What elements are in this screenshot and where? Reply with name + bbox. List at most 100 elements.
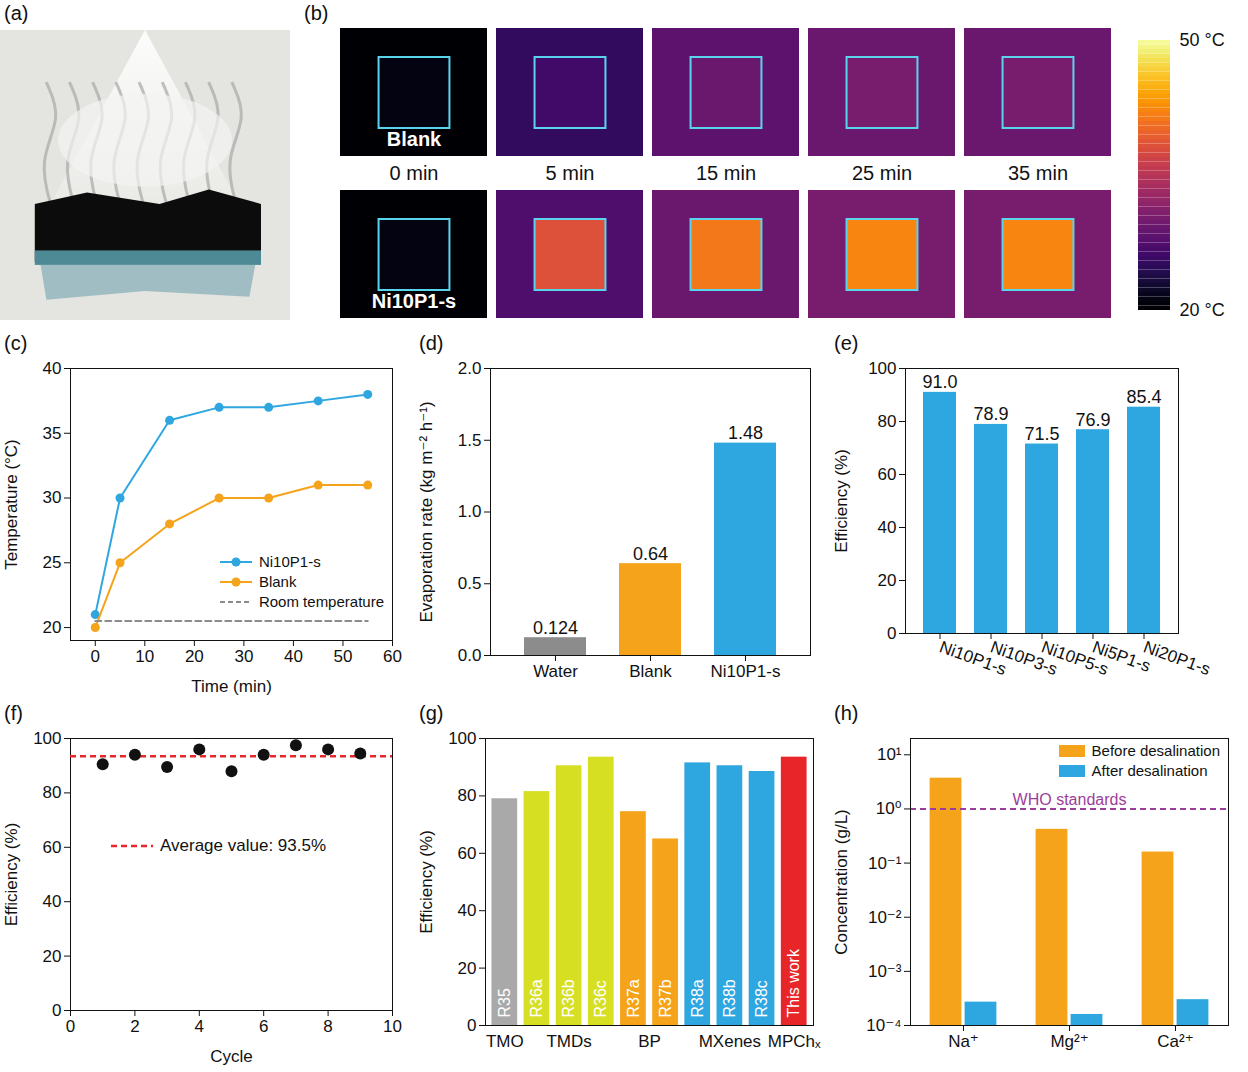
svg-text:Ni10P1-s: Ni10P1-s [711, 662, 781, 681]
svg-text:Ni20P1-s: Ni20P1-s [1141, 637, 1213, 679]
svg-text:TMO: TMO [486, 1032, 524, 1051]
svg-text:Efficiency (%): Efficiency (%) [417, 830, 436, 934]
svg-text:20: 20 [458, 959, 477, 978]
svg-text:15 min: 15 min [696, 162, 756, 184]
svg-text:0.124: 0.124 [533, 618, 578, 638]
svg-text:Temperature (°C): Temperature (°C) [2, 439, 21, 570]
svg-text:20: 20 [185, 647, 204, 666]
svg-text:0.5: 0.5 [458, 574, 482, 593]
svg-text:R36a: R36a [528, 979, 545, 1017]
html-text:(a): (a) [4, 2, 29, 24]
svg-text:100: 100 [33, 729, 61, 748]
svg-text:0: 0 [66, 1017, 75, 1036]
svg-text:10: 10 [135, 647, 154, 666]
svg-text:2.0: 2.0 [458, 359, 482, 378]
svg-text:5 min: 5 min [546, 162, 595, 184]
svg-text:20: 20 [43, 947, 62, 966]
svg-text:0.64: 0.64 [633, 544, 668, 564]
svg-text:25: 25 [43, 553, 62, 572]
svg-text:Time (min): Time (min) [191, 677, 272, 696]
svg-text:30: 30 [43, 488, 62, 507]
svg-text:Ni10P5-s: Ni10P5-s [1038, 637, 1111, 679]
svg-text:BP: BP [638, 1032, 661, 1051]
svg-text:0: 0 [887, 624, 896, 643]
svg-text:1.5: 1.5 [458, 431, 482, 450]
svg-text:MPChₓ: MPChₓ [768, 1032, 821, 1051]
svg-text:Blank: Blank [387, 128, 442, 150]
svg-text:100: 100 [868, 359, 896, 378]
svg-text:10¹: 10¹ [877, 745, 902, 764]
svg-text:R36b: R36b [560, 979, 577, 1017]
svg-text:30: 30 [234, 647, 253, 666]
svg-text:Cycle: Cycle [210, 1047, 253, 1066]
svg-text:10⁻³: 10⁻³ [868, 962, 902, 981]
svg-text:8: 8 [323, 1017, 332, 1036]
svg-text:50: 50 [334, 647, 353, 666]
svg-text:35: 35 [43, 424, 62, 443]
svg-text:40: 40 [284, 647, 303, 666]
svg-text:R38a: R38a [689, 979, 706, 1017]
svg-text:60: 60 [458, 844, 477, 863]
svg-text:Ni10P1-s: Ni10P1-s [936, 637, 1009, 679]
svg-text:1.48: 1.48 [728, 423, 763, 443]
svg-text:R38c: R38c [753, 980, 770, 1017]
svg-text:40: 40 [43, 892, 62, 911]
svg-text:40: 40 [458, 901, 477, 920]
svg-text:60: 60 [878, 465, 897, 484]
svg-text:TMDs: TMDs [546, 1032, 591, 1051]
svg-text:WHO standards: WHO standards [1013, 791, 1127, 808]
svg-text:85.4: 85.4 [1126, 387, 1161, 407]
svg-text:10⁻²: 10⁻² [868, 908, 902, 927]
svg-text:Blank: Blank [629, 662, 672, 681]
svg-text:0: 0 [467, 1016, 476, 1035]
svg-text:35 min: 35 min [1008, 162, 1068, 184]
svg-text:Concentration (g/L): Concentration (g/L) [832, 809, 851, 955]
svg-text:Ni5P1-s: Ni5P1-s [1090, 637, 1153, 676]
svg-text:60: 60 [43, 838, 62, 857]
svg-text:40: 40 [43, 359, 62, 378]
svg-text:0: 0 [91, 647, 100, 666]
svg-text:100: 100 [448, 729, 476, 748]
svg-text:Ni10P3-s: Ni10P3-s [987, 637, 1060, 679]
svg-text:20 °C: 20 °C [1180, 300, 1225, 320]
svg-text:20: 20 [43, 618, 62, 637]
svg-text:10: 10 [383, 1017, 402, 1036]
svg-text:R37a: R37a [625, 979, 642, 1017]
svg-text:0.0: 0.0 [458, 646, 482, 665]
svg-text:Mg²⁺: Mg²⁺ [1050, 1032, 1088, 1051]
svg-text:0 min: 0 min [390, 162, 439, 184]
svg-text:25 min: 25 min [852, 162, 912, 184]
svg-text:80: 80 [878, 412, 897, 431]
svg-text:40: 40 [878, 518, 897, 537]
svg-text:Ni10P1-s: Ni10P1-s [372, 290, 457, 312]
svg-text:MXenes: MXenes [699, 1032, 761, 1051]
svg-text:80: 80 [43, 783, 62, 802]
svg-text:Ca²⁺: Ca²⁺ [1157, 1032, 1193, 1051]
svg-text:R36c: R36c [592, 980, 609, 1017]
svg-text:0: 0 [52, 1001, 61, 1020]
svg-text:Efficiency (%): Efficiency (%) [832, 449, 851, 553]
svg-text:R37b: R37b [657, 979, 674, 1017]
svg-text:This work: This work [785, 948, 802, 1017]
svg-text:10⁻⁴: 10⁻⁴ [866, 1016, 901, 1035]
svg-text:20: 20 [878, 571, 897, 590]
svg-text:60: 60 [383, 647, 402, 666]
svg-text:78.9: 78.9 [973, 404, 1008, 424]
svg-text:76.9: 76.9 [1075, 410, 1110, 430]
svg-text:Evaporation rate (kg m⁻² h⁻¹): Evaporation rate (kg m⁻² h⁻¹) [417, 401, 436, 622]
svg-text:R35: R35 [496, 988, 513, 1017]
svg-text:2: 2 [130, 1017, 139, 1036]
svg-text:10⁻¹: 10⁻¹ [868, 854, 902, 873]
svg-text:4: 4 [195, 1017, 204, 1036]
svg-text:80: 80 [458, 786, 477, 805]
svg-text:Efficiency (%): Efficiency (%) [2, 823, 21, 927]
svg-text:91.0: 91.0 [922, 372, 957, 392]
svg-text:10⁰: 10⁰ [876, 799, 902, 818]
svg-text:Water: Water [533, 662, 578, 681]
svg-text:R38b: R38b [721, 979, 738, 1017]
svg-text:1.0: 1.0 [458, 502, 482, 521]
svg-text:71.5: 71.5 [1024, 424, 1059, 444]
svg-text:Na⁺: Na⁺ [948, 1032, 979, 1051]
svg-text:50 °C: 50 °C [1180, 30, 1225, 50]
svg-text:6: 6 [259, 1017, 268, 1036]
